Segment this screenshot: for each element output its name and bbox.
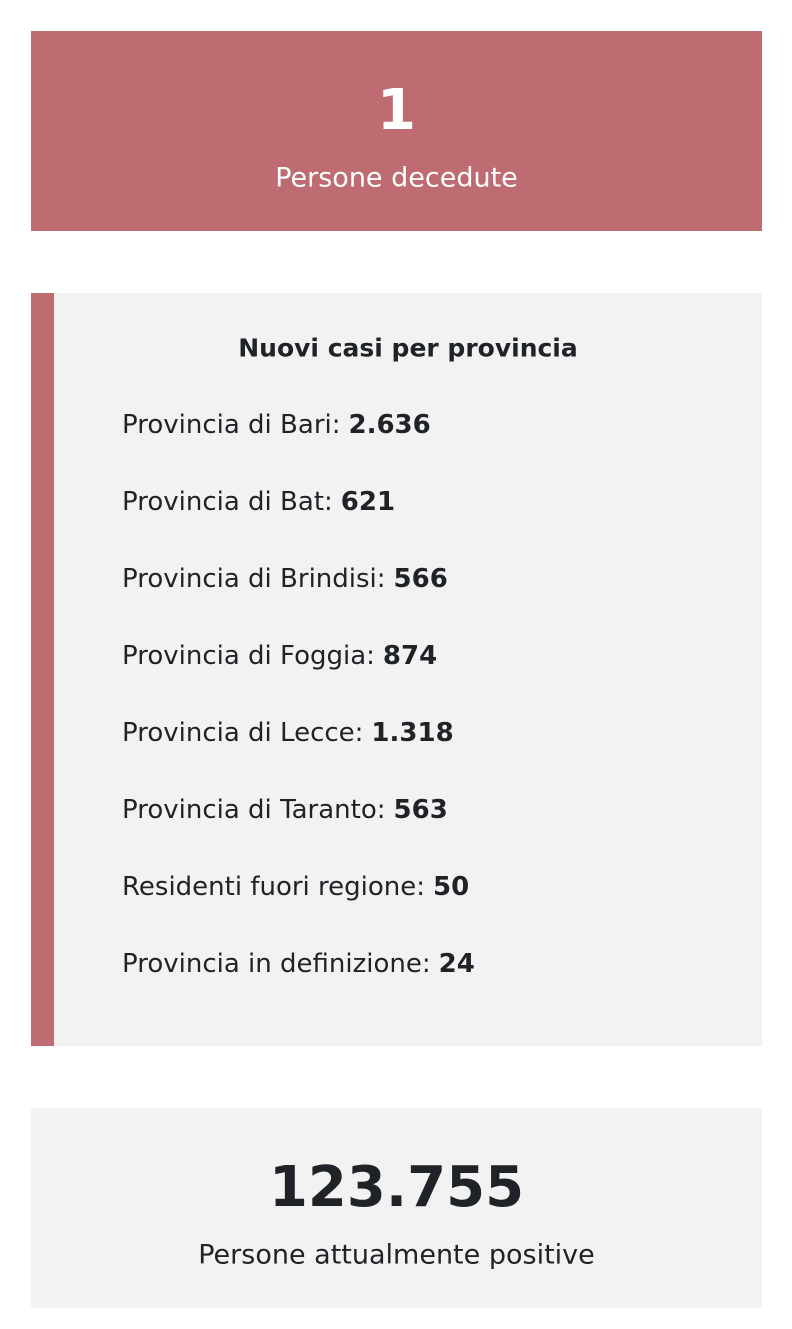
province-item-out-of-region: Residenti fuori regione: 50	[122, 848, 475, 925]
province-label: Provincia di Brindisi:	[122, 563, 386, 594]
province-value: 24	[438, 948, 475, 979]
positive-count: 123.755	[268, 1155, 525, 1220]
province-item-undefined: Provincia in definizione: 24	[122, 925, 475, 1002]
new-cases-by-province-panel: Nuovi casi per provincia Provincia di Ba…	[31, 293, 762, 1046]
province-label: Provincia di Bari:	[122, 409, 341, 440]
province-value: 874	[382, 640, 438, 671]
province-item-bat: Provincia di Bat: 621	[122, 463, 475, 540]
province-value: 50	[433, 871, 470, 902]
province-item-bari: Provincia di Bari: 2.636	[122, 386, 475, 463]
deaths-card: 1 Persone decedute	[31, 31, 762, 231]
positive-caption: Persone attualmente positive	[198, 1239, 595, 1271]
province-value: 2.636	[348, 409, 431, 440]
panel-title: Nuovi casi per provincia	[238, 333, 578, 363]
province-label: Provincia di Taranto:	[122, 794, 386, 825]
province-value: 1.318	[371, 717, 454, 748]
province-value: 621	[340, 486, 396, 517]
province-label: Provincia in definizione:	[122, 948, 431, 979]
province-item-foggia: Provincia di Foggia: 874	[122, 617, 475, 694]
currently-positive-card: 123.755 Persone attualmente positive	[31, 1108, 762, 1308]
province-label: Residenti fuori regione:	[122, 871, 426, 902]
province-value: 566	[393, 563, 448, 594]
province-label: Provincia di Lecce:	[122, 717, 364, 748]
province-label: Provincia di Foggia:	[122, 640, 375, 671]
province-item-brindisi: Provincia di Brindisi: 566	[122, 540, 475, 617]
province-list: Provincia di Bari: 2.636 Provincia di Ba…	[122, 393, 475, 1002]
deaths-caption: Persone decedute	[275, 162, 518, 194]
province-item-lecce: Provincia di Lecce: 1.318	[122, 694, 475, 771]
province-item-taranto: Provincia di Taranto: 563	[122, 771, 475, 848]
province-label: Provincia di Bat:	[122, 486, 333, 517]
deaths-count: 1	[377, 78, 416, 143]
province-value: 563	[393, 794, 448, 825]
